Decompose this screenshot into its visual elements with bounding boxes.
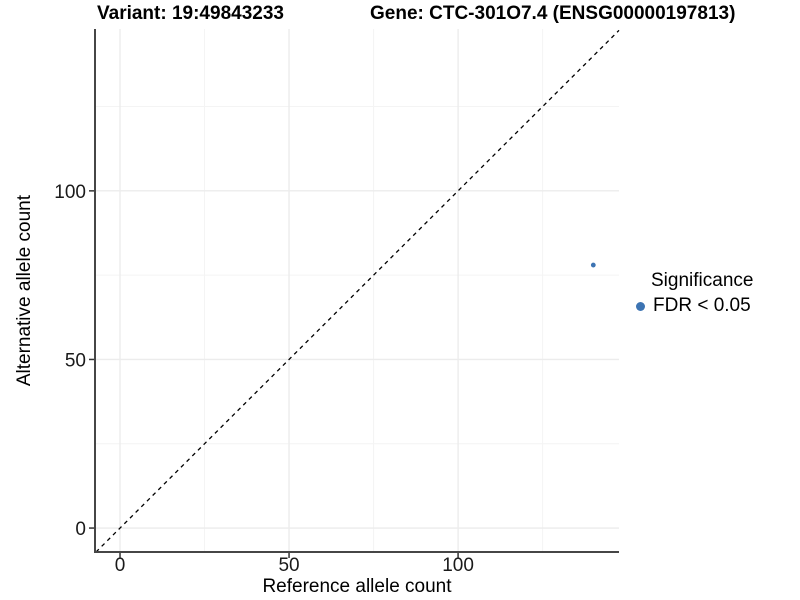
legend-item: FDR < 0.05 (634, 295, 753, 317)
y-axis-title: Alternative allele count (14, 194, 35, 387)
y-tick-label: 100 (54, 182, 86, 203)
gene-title: Gene: CTC-301O7.4 (ENSG00000197813) (370, 3, 736, 24)
x-axis-title: Reference allele count (262, 576, 452, 597)
legend-item-label: FDR < 0.05 (653, 295, 751, 316)
x-tick-label: 50 (278, 555, 299, 576)
y-tick-label: 0 (75, 519, 86, 540)
legend: Significance FDR < 0.05 (634, 270, 753, 317)
legend-title: Significance (651, 270, 754, 291)
x-tick-label: 0 (115, 555, 126, 576)
y-tick-label: 50 (65, 350, 86, 371)
y-axis-title-container: Alternative allele count (14, 29, 36, 552)
legend-point-icon (636, 301, 645, 311)
data-point (590, 262, 596, 268)
variant-title: Variant: 19:49843233 (97, 3, 284, 24)
identity-reference-line (95, 29, 620, 553)
x-tick-label: 100 (442, 555, 474, 576)
